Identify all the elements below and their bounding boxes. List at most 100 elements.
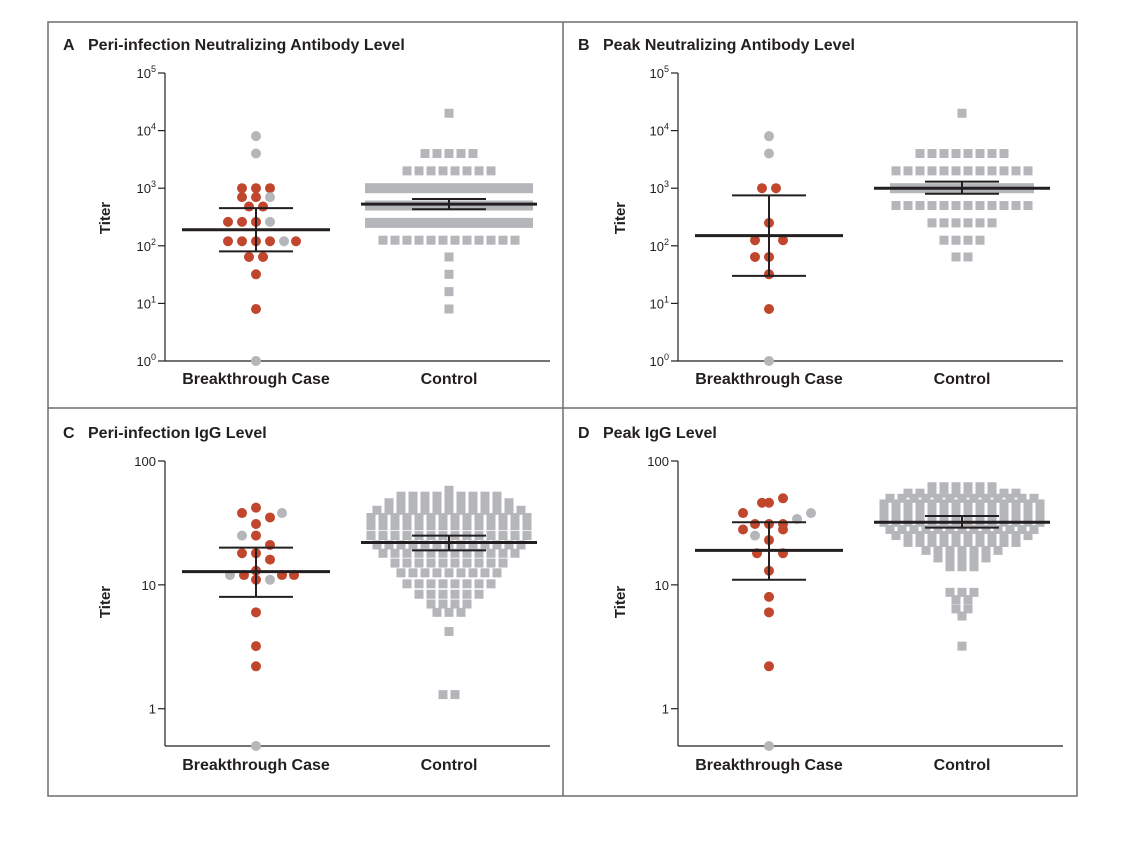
data-point bbox=[474, 589, 484, 599]
data-point bbox=[897, 493, 907, 503]
data-point bbox=[999, 499, 1009, 509]
data-point bbox=[927, 149, 937, 159]
data-point bbox=[384, 505, 394, 515]
data-point bbox=[951, 595, 961, 605]
series-breakthrough bbox=[225, 502, 299, 751]
data-point bbox=[999, 149, 1009, 159]
data-point bbox=[510, 521, 520, 531]
data-point bbox=[366, 521, 376, 531]
data-point bbox=[1005, 493, 1015, 503]
data-point bbox=[927, 505, 937, 515]
data-point bbox=[1023, 166, 1033, 176]
data-point bbox=[414, 235, 424, 245]
data-point bbox=[915, 537, 925, 547]
data-point bbox=[903, 531, 913, 541]
data-point bbox=[420, 505, 430, 515]
data-point bbox=[963, 505, 973, 515]
data-point bbox=[963, 149, 973, 159]
y-tick-label: 102 bbox=[650, 237, 669, 254]
data-point bbox=[975, 166, 985, 176]
data-point bbox=[939, 235, 949, 245]
data-point bbox=[244, 201, 254, 212]
data-point bbox=[265, 183, 275, 194]
data-point bbox=[915, 511, 925, 521]
y-tick-label: 104 bbox=[137, 122, 156, 139]
data-point bbox=[963, 235, 973, 245]
category-label-breakthrough: Breakthrough Case bbox=[695, 757, 843, 774]
data-point bbox=[1017, 524, 1027, 534]
data-point bbox=[492, 505, 502, 515]
series-breakthrough bbox=[738, 493, 816, 751]
data-point bbox=[957, 524, 967, 534]
data-point bbox=[1011, 511, 1021, 521]
data-point bbox=[420, 498, 430, 508]
data-point bbox=[438, 166, 448, 176]
data-point bbox=[909, 524, 919, 534]
data-point bbox=[927, 488, 937, 498]
data-point bbox=[510, 235, 520, 245]
data-point bbox=[432, 607, 442, 617]
data-point bbox=[951, 604, 961, 614]
data-point bbox=[963, 595, 973, 605]
data-point bbox=[951, 166, 961, 176]
data-point bbox=[498, 235, 508, 245]
axes: 100 101 102 103 104 105 bbox=[137, 64, 550, 369]
data-point bbox=[450, 599, 460, 609]
data-point bbox=[999, 537, 1009, 547]
data-point bbox=[738, 508, 748, 519]
panel-b: B Peak Neutralizing Antibody Level Titer 10… bbox=[578, 37, 1063, 388]
data-point bbox=[1029, 493, 1039, 503]
data-point bbox=[420, 149, 430, 159]
data-point bbox=[927, 482, 937, 492]
data-point bbox=[402, 558, 412, 568]
data-point bbox=[396, 505, 406, 515]
data-point bbox=[969, 524, 979, 534]
data-point bbox=[999, 166, 1009, 176]
data-point bbox=[921, 524, 931, 534]
data-point bbox=[390, 235, 400, 245]
y-tick-label: 104 bbox=[650, 122, 669, 139]
data-point bbox=[915, 531, 925, 541]
data-point bbox=[1011, 201, 1021, 211]
data-point bbox=[945, 493, 955, 503]
data-point bbox=[915, 488, 925, 498]
data-point bbox=[771, 183, 781, 194]
data-point bbox=[251, 131, 261, 142]
data-point bbox=[951, 531, 961, 541]
data-point bbox=[939, 488, 949, 498]
data-point bbox=[492, 498, 502, 508]
data-point bbox=[1023, 201, 1033, 211]
data-point bbox=[492, 491, 502, 501]
data-point bbox=[251, 518, 261, 529]
data-point bbox=[251, 661, 261, 672]
data-point bbox=[987, 531, 997, 541]
data-point bbox=[372, 505, 382, 515]
data-point bbox=[365, 217, 533, 228]
data-point bbox=[939, 537, 949, 547]
data-point bbox=[456, 568, 466, 578]
data-point bbox=[498, 548, 508, 558]
data-point bbox=[939, 201, 949, 211]
data-point bbox=[251, 641, 261, 652]
data-point bbox=[806, 508, 816, 519]
data-point bbox=[426, 166, 436, 176]
data-point bbox=[480, 498, 490, 508]
mean-ci-breakthrough bbox=[695, 194, 843, 277]
data-point bbox=[957, 562, 967, 572]
data-point bbox=[251, 303, 261, 314]
panel-d: D Peak IgG Level Titer 1 10 100 Breakthrough C… bbox=[578, 425, 1063, 774]
data-point bbox=[366, 531, 376, 541]
data-point bbox=[237, 192, 247, 203]
data-point bbox=[975, 235, 985, 245]
data-point bbox=[486, 558, 496, 568]
data-point bbox=[444, 485, 454, 495]
data-point bbox=[438, 548, 448, 558]
data-point bbox=[510, 548, 520, 558]
data-point bbox=[975, 505, 985, 515]
data-point bbox=[444, 149, 454, 159]
data-point bbox=[939, 531, 949, 541]
data-point bbox=[378, 235, 388, 245]
data-point bbox=[891, 499, 901, 509]
data-point bbox=[516, 505, 526, 515]
data-point bbox=[223, 236, 233, 247]
